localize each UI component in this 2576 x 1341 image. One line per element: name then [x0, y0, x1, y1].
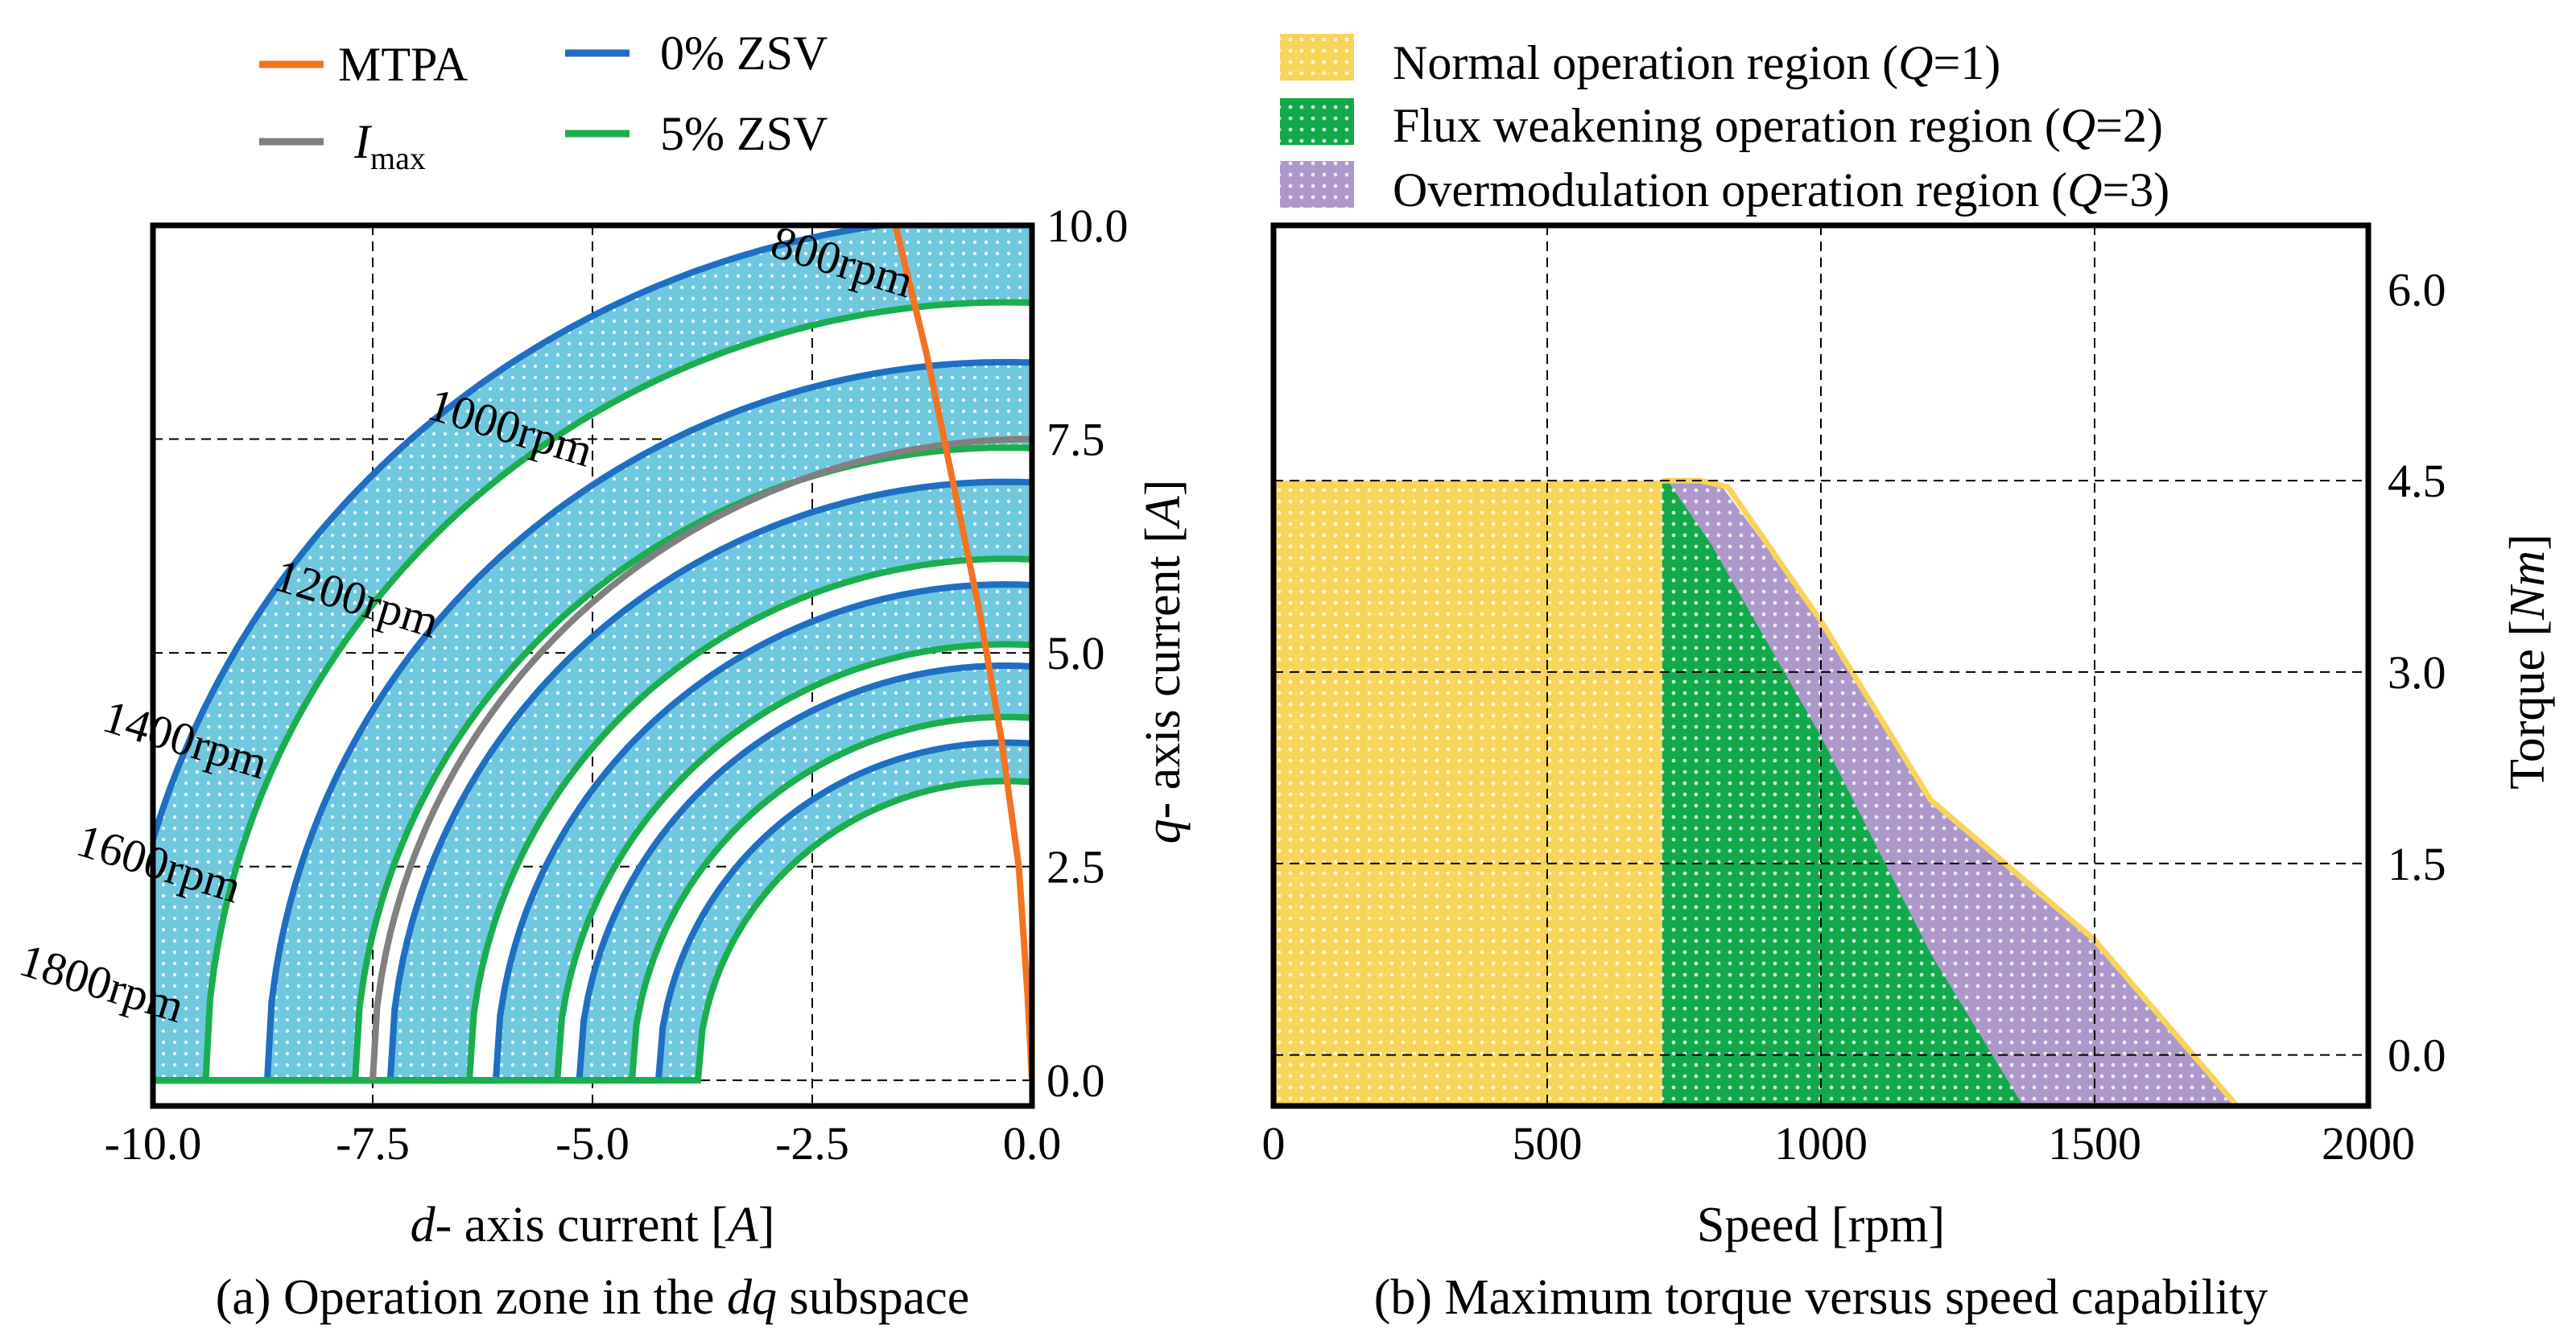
- legend-zsv0-label: 0% ZSV: [660, 27, 828, 80]
- panel-a-y-ticks: 10.0 7.5 5.0 2.5 0.0: [1046, 200, 1129, 1107]
- x-tick-label: 0.0: [1003, 1117, 1062, 1170]
- x-tick-label: -5.0: [555, 1117, 630, 1170]
- band-1200rpm: [153, 481, 1032, 1081]
- panel-a-frame: [150, 222, 1035, 1109]
- legend-overmodulation-label: Overmodulation operation region (Q=3): [1393, 163, 2169, 217]
- x-tick-label: 500: [1513, 1117, 1583, 1170]
- region-overmodulation: [1667, 481, 2237, 1106]
- mtpa-curve: [892, 225, 1032, 1081]
- y-tick-label: 7.5: [1046, 414, 1105, 466]
- y-tick-label: 0.0: [1046, 1054, 1105, 1107]
- x-tick-label: -10.0: [105, 1117, 202, 1170]
- zsv0-curve-800rpm: [153, 225, 908, 852]
- legend-mtpa-label: MTPA: [338, 38, 468, 91]
- band-1400rpm: [153, 584, 1032, 1081]
- panel-b-caption: (b) Maximum torque versus speed capabili…: [1374, 1270, 2268, 1325]
- panel-b-x-ticks: 0 500 1000 1500 2000: [1262, 1117, 2416, 1170]
- panel-b-y-ticks: 6.0 4.5 3.0 1.5 0.0: [2388, 263, 2446, 1081]
- imax-curve: [369, 435, 1032, 1081]
- band-800rpm: [153, 225, 1032, 1081]
- zsv0-curve-1000rpm: [153, 358, 1032, 1084]
- zsv5-curve-1800rpm: [153, 778, 1032, 1084]
- panel-b-grid: [1274, 225, 2368, 1106]
- band-1000rpm: [153, 361, 1032, 1081]
- panel-b-y-axis-label: Torque [Nm]: [2500, 534, 2555, 790]
- band-1800rpm: [153, 742, 1032, 1081]
- x-tick-label: 1000: [1774, 1117, 1868, 1170]
- y-tick-label: 5.0: [1046, 627, 1105, 679]
- x-tick-label: -7.5: [336, 1117, 410, 1170]
- x-tick-label: -2.5: [775, 1117, 849, 1170]
- panel-b-legend: Normal operation region (Q=1) Flux weake…: [1280, 34, 2169, 217]
- legend-normal-label: Normal operation region (Q=1): [1393, 36, 2000, 89]
- x-tick-label: 1500: [2048, 1117, 2141, 1170]
- panel-a-dq-operation-zone: MTPA Imax 0% ZSV 5% ZSV 800rpm1000rpm120…: [14, 27, 1191, 1325]
- region-normal: [1274, 481, 1662, 1106]
- legend-normal-swatch: [1280, 34, 1354, 80]
- y-tick-label: 1.5: [2388, 838, 2446, 890]
- y-tick-label: 2.5: [1046, 841, 1105, 893]
- panel-b-x-axis-label: Speed [rpm]: [1697, 1198, 1945, 1252]
- region-flux_weakening: [1662, 481, 2024, 1106]
- panel-a-caption: (a) Operation zone in the dq subspace: [216, 1270, 970, 1325]
- panel-a-y-axis-label: q- axis current [A]: [1136, 480, 1191, 844]
- legend-zsv5-label: 5% ZSV: [660, 107, 828, 160]
- legend-flux-weakening-label: Flux weakening operation region (Q=2): [1393, 99, 2163, 152]
- y-tick-label: 0.0: [2388, 1029, 2446, 1082]
- operation-regions: [1274, 477, 2240, 1106]
- x-tick-label: 0: [1262, 1117, 1286, 1170]
- y-tick-label: 6.0: [2388, 263, 2446, 316]
- panel-a-curves: [153, 225, 1032, 1084]
- y-tick-label: 3.0: [2388, 646, 2446, 699]
- legend-flux-weakening-swatch: [1280, 98, 1354, 145]
- x-tick-label: 2000: [2322, 1117, 2415, 1170]
- panel-a-x-ticks: -10.0 -7.5 -5.0 -2.5 0.0: [105, 1117, 1062, 1170]
- y-tick-label: 10.0: [1046, 200, 1129, 252]
- panel-a-x-axis-label: d- axis current [A]: [411, 1198, 775, 1252]
- panel-b-plot-area: [1274, 225, 2368, 1106]
- panel-a-plot-area: [153, 225, 1032, 1106]
- panel-b-frame: [1270, 222, 2372, 1109]
- panel-a-legend: MTPA Imax 0% ZSV 5% ZSV: [259, 27, 828, 176]
- legend-imax-label: Imax: [353, 115, 426, 176]
- legend-overmodulation-swatch: [1280, 161, 1354, 208]
- panel-b-torque-speed: Normal operation region (Q=1) Flux weake…: [1262, 34, 2555, 1325]
- y-tick-label: 4.5: [2388, 455, 2446, 507]
